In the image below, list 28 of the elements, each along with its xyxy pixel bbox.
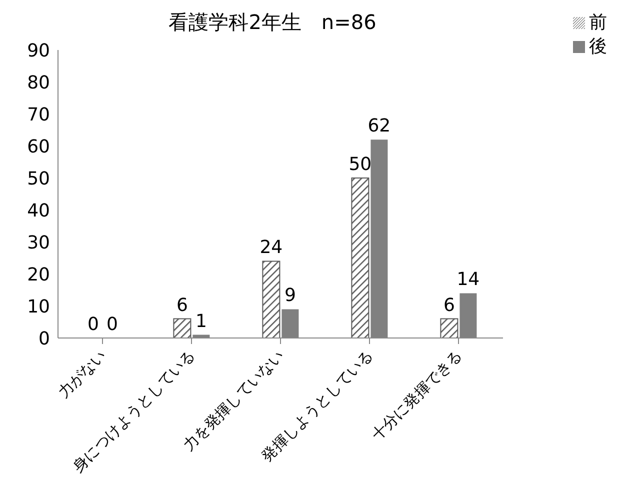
bar	[262, 260, 280, 338]
bar	[173, 318, 192, 338]
y-tick-label: 40	[27, 200, 50, 222]
data-label: 6	[443, 294, 455, 316]
y-tick-label: 50	[27, 168, 50, 190]
data-label: 0	[106, 314, 118, 335]
bar	[440, 318, 458, 338]
y-tick-label: 20	[27, 264, 50, 286]
y-tick-label: 70	[27, 104, 50, 126]
x-tick-label: 力がない	[54, 346, 110, 402]
legend-label: 後	[589, 36, 607, 57]
y-tick-label: 0	[38, 328, 50, 350]
chart-title: 看護学科2年生 n=86	[168, 10, 376, 34]
data-label: 62	[368, 116, 391, 137]
y-tick-label: 30	[27, 232, 50, 254]
y-tick-label: 80	[27, 72, 50, 94]
data-label: 14	[456, 269, 480, 290]
y-tick-label: 10	[27, 296, 50, 318]
y-tick-label: 60	[27, 136, 50, 158]
bar	[351, 178, 370, 338]
data-label: 6	[176, 294, 188, 316]
data-label: 1	[195, 310, 207, 332]
data-label: 24	[260, 237, 283, 258]
data-label: 0	[87, 314, 99, 335]
legend-label: 前	[589, 12, 607, 33]
y-tick-label: 90	[27, 40, 50, 62]
data-label: 9	[284, 285, 296, 306]
data-label: 50	[348, 154, 372, 175]
